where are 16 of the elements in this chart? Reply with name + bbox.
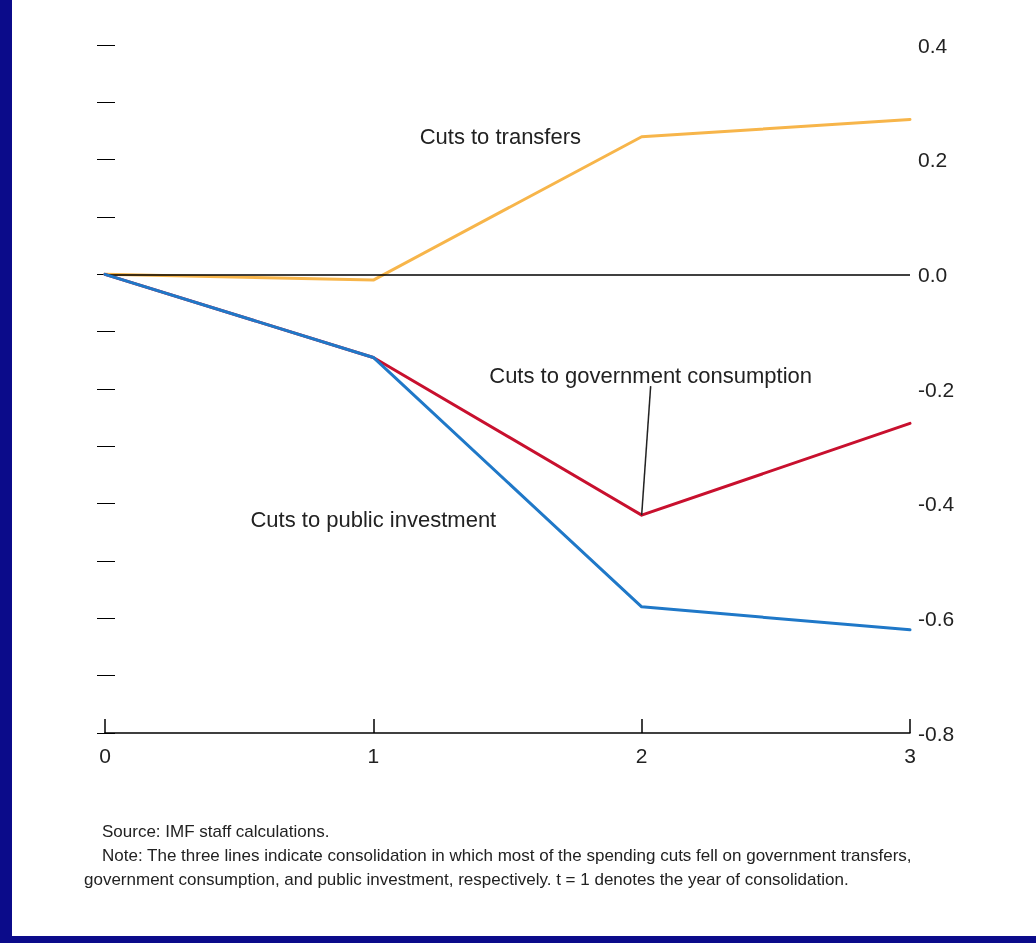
source-note: Source: IMF staff calculations. — [101, 821, 331, 843]
y-tick-label: 0.2 — [918, 148, 948, 172]
text: Note: The three lines indicate consolidation in which most of the spending cuts fell on government transfers, government consumption, and public investment, respectively. t = 1 denotes the year of consolidation. — [84, 845, 913, 891]
x-tick-label: 1 — [367, 744, 380, 767]
y-tick-label: -0.4 — [918, 492, 955, 516]
y-tick-label: 0.4 — [918, 33, 948, 57]
x-tick-label: 0 — [99, 744, 111, 767]
y-tick-label: -0.2 — [918, 377, 955, 401]
y-tick-label: 0.0 — [918, 262, 948, 286]
series-label: Cuts to transfers — [419, 123, 582, 149]
x-tick-label: 2 — [635, 744, 648, 767]
y-tick-label: -0.8 — [918, 721, 955, 745]
series-label: Cuts to public investment — [250, 506, 497, 532]
y-tick-label: -0.6 — [918, 606, 955, 630]
x-tick-label: 3 — [904, 744, 916, 767]
series-label: Cuts to government consumption — [489, 362, 813, 388]
